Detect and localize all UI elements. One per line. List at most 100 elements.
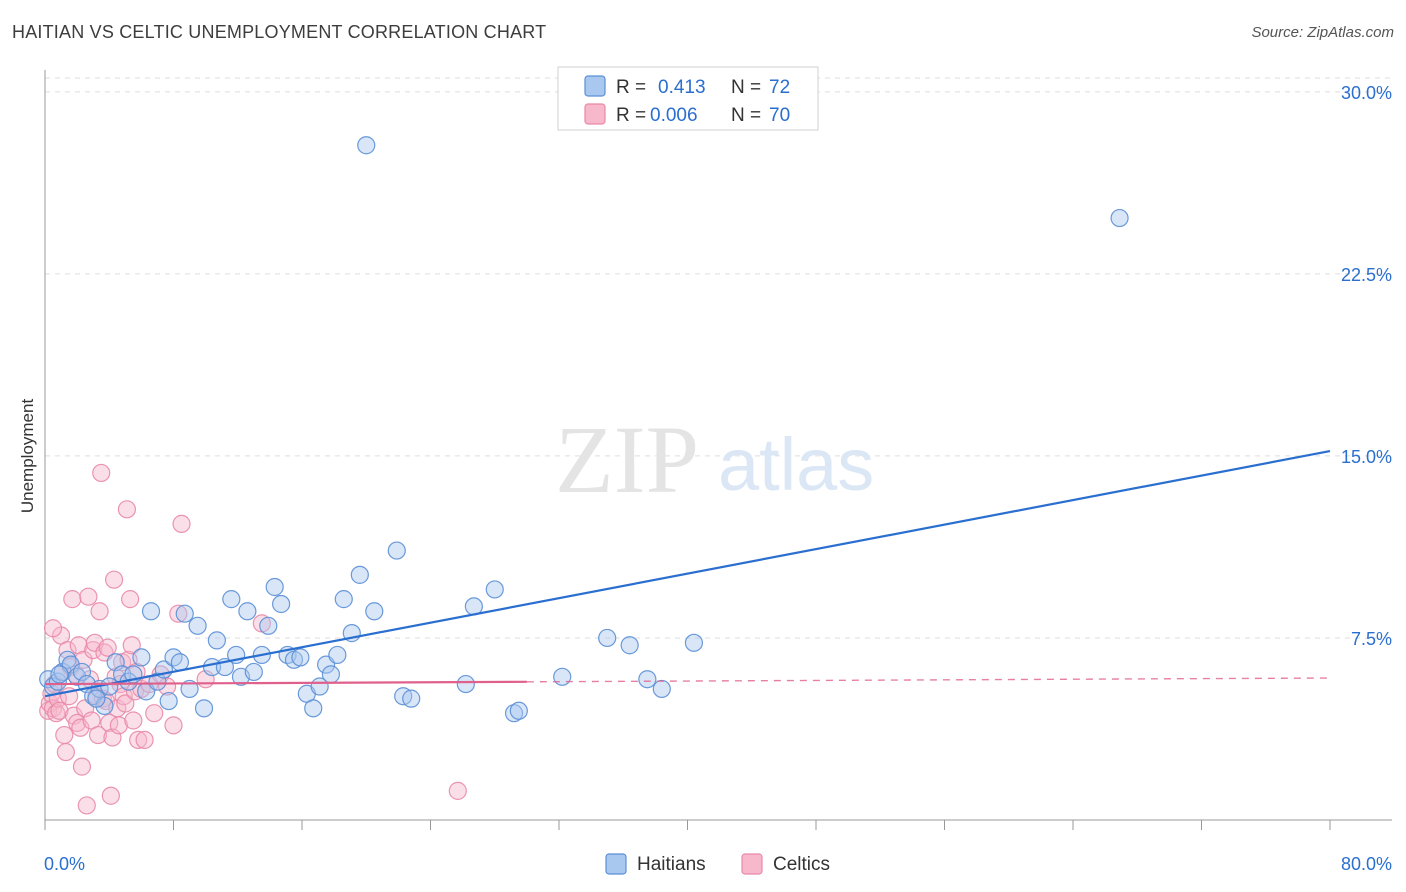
- x-tick-label: 0.0%: [44, 854, 85, 874]
- haitian-point: [87, 689, 106, 708]
- haitian-point: [58, 650, 77, 669]
- y-tick-label: 30.0%: [1341, 83, 1392, 103]
- haitian-point: [334, 590, 353, 609]
- haitian-point: [509, 701, 528, 720]
- celtic-point: [124, 711, 143, 730]
- haitian-point: [180, 679, 199, 699]
- haitian-point: [291, 648, 310, 667]
- celtic-point: [71, 718, 90, 737]
- haitian-point: [272, 594, 291, 614]
- celtic-point: [79, 587, 98, 606]
- celtic-point: [109, 716, 128, 735]
- celtic-point: [164, 716, 183, 735]
- tick-labels: 7.5% 15.0% 22.5% 30.0% 0.0% 80.0%: [44, 83, 1392, 874]
- haitian-point: [357, 136, 376, 155]
- celtic-trend-line: [44, 680, 527, 686]
- celtic-point: [135, 730, 154, 750]
- haitian-point: [365, 602, 384, 621]
- haitian-point: [652, 679, 671, 699]
- y-tick-label: 15.0%: [1341, 447, 1392, 467]
- haitian-point: [207, 631, 226, 650]
- x-tick-label: 80.0%: [1341, 854, 1392, 874]
- haitian-point: [50, 665, 69, 684]
- trend-lines: [44, 449, 1331, 698]
- legend-r-value: 0.006: [650, 105, 698, 126]
- celtic-point: [116, 694, 135, 713]
- legend-n-label: N =: [731, 105, 761, 126]
- celtic-point: [145, 704, 164, 723]
- celtic-trend-line-extension: [526, 677, 1331, 683]
- haitian-trend-line: [44, 449, 1331, 698]
- haitian-point: [244, 662, 263, 682]
- legend-r-value: 0.413: [658, 77, 706, 98]
- legend-swatch-haitians: [584, 75, 606, 97]
- celtic-point: [98, 638, 117, 657]
- haitian-point: [304, 699, 323, 718]
- haitian-point: [222, 590, 241, 609]
- haitian-point: [553, 667, 572, 686]
- celtic-point: [117, 500, 137, 519]
- haitian-point: [456, 674, 475, 694]
- legend-label-haitians: Haitians: [637, 854, 706, 875]
- haitian-point: [100, 677, 119, 696]
- haitian-point: [350, 565, 369, 584]
- haitian-point: [328, 645, 347, 665]
- haitian-point: [620, 636, 639, 655]
- haitian-point: [48, 672, 67, 691]
- legend-label-celtics: Celtics: [773, 854, 830, 875]
- celtic-point: [88, 725, 108, 745]
- haitian-point: [188, 616, 207, 635]
- haitian-point: [132, 648, 151, 667]
- haitian-point: [170, 653, 190, 672]
- haitian-point: [321, 665, 341, 684]
- celtic-point: [92, 463, 111, 483]
- chart-title: HAITIAN VS CELTIC UNEMPLOYMENT CORRELATI…: [12, 22, 547, 42]
- grid-lines: [45, 77, 1392, 639]
- legend-n-value: 72: [769, 77, 790, 98]
- watermark: ZIP atlas: [555, 406, 874, 513]
- legend-n-label: N =: [731, 77, 761, 98]
- celtic-point: [101, 786, 120, 805]
- legend-swatch-celtics: [584, 103, 606, 125]
- legend-swatch-haitians: [605, 853, 627, 875]
- celtic-point: [63, 590, 82, 609]
- celtic-point: [121, 590, 140, 609]
- source-credit: Source: ZipAtlas.com: [1251, 24, 1394, 41]
- celtic-point: [56, 742, 75, 762]
- watermark-zip: ZIP: [555, 406, 699, 513]
- legend-r-label: R =: [616, 77, 646, 98]
- series-legend: Haitians Celtics: [605, 853, 830, 875]
- haitian-point: [638, 670, 657, 689]
- celtic-point: [50, 701, 69, 720]
- celtic-point: [172, 514, 191, 533]
- haitian-point: [485, 580, 504, 599]
- watermark-atlas: atlas: [718, 423, 874, 506]
- celtic-point: [122, 636, 141, 655]
- legend-swatch-celtics: [741, 853, 763, 875]
- celtic-point: [169, 604, 188, 623]
- haitian-point: [175, 604, 194, 623]
- haitian-point: [159, 691, 178, 711]
- haitian-point: [1110, 208, 1129, 228]
- y-tick-label: 7.5%: [1351, 629, 1392, 649]
- haitian-point: [504, 704, 524, 723]
- haitian-point: [259, 616, 278, 635]
- celtic-point: [72, 757, 92, 776]
- legend-r-label: R =: [616, 105, 646, 126]
- celtic-point: [68, 713, 87, 733]
- celtic-point: [448, 781, 467, 800]
- y-tick-label: 22.5%: [1341, 265, 1392, 285]
- correlation-legend: R = 0.413 N = 72 R = 0.006 N = 70: [557, 66, 819, 131]
- y-axis-label: Unemployment: [18, 399, 37, 514]
- haitian-point: [194, 699, 214, 718]
- haitian-point: [265, 577, 284, 597]
- celtic-point: [47, 704, 66, 723]
- celtic-point: [43, 619, 63, 638]
- celtic-point: [84, 640, 103, 660]
- haitian-point: [402, 689, 421, 708]
- legend-n-value: 70: [769, 105, 790, 126]
- celtic-point: [104, 570, 124, 589]
- celtic-point: [55, 725, 74, 745]
- haitian-point: [387, 541, 406, 560]
